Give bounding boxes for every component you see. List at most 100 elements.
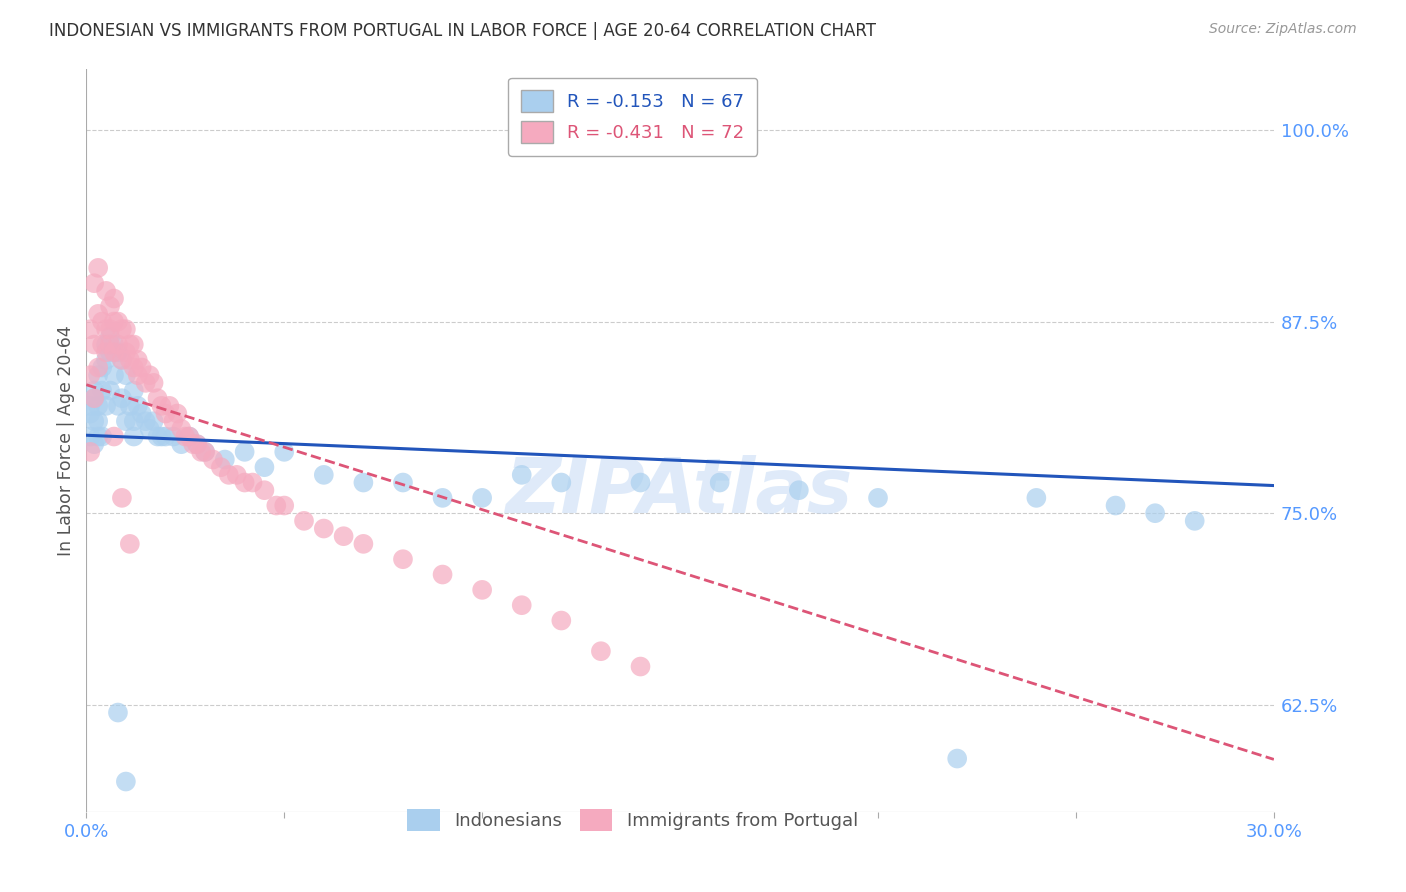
- Point: [179, 429, 201, 443]
- Point: [146, 391, 169, 405]
- Point: [432, 567, 454, 582]
- Point: [510, 598, 533, 612]
- Point: [179, 429, 201, 443]
- Point: [115, 322, 138, 336]
- Point: [194, 445, 217, 459]
- Point: [94, 322, 117, 336]
- Point: [332, 529, 354, 543]
- Point: [292, 514, 315, 528]
- Point: [98, 322, 121, 336]
- Point: [253, 460, 276, 475]
- Text: Source: ZipAtlas.com: Source: ZipAtlas.com: [1209, 22, 1357, 37]
- Point: [107, 399, 129, 413]
- Point: [87, 260, 110, 275]
- Point: [115, 368, 138, 383]
- Point: [352, 537, 374, 551]
- Point: [162, 429, 184, 443]
- Point: [118, 537, 141, 551]
- Point: [127, 399, 149, 413]
- Point: [127, 352, 149, 367]
- Point: [98, 384, 121, 398]
- Point: [352, 475, 374, 490]
- Point: [157, 399, 180, 413]
- Point: [787, 483, 810, 498]
- Point: [312, 467, 335, 482]
- Point: [118, 399, 141, 413]
- Point: [87, 414, 110, 428]
- Point: [225, 467, 247, 482]
- Point: [150, 429, 173, 443]
- Point: [218, 467, 240, 482]
- Point: [83, 391, 105, 405]
- Point: [166, 407, 188, 421]
- Point: [87, 429, 110, 443]
- Point: [79, 429, 101, 443]
- Point: [111, 322, 134, 336]
- Point: [111, 391, 134, 405]
- Point: [127, 368, 149, 383]
- Point: [107, 314, 129, 328]
- Point: [91, 337, 114, 351]
- Point: [103, 314, 125, 328]
- Point: [111, 491, 134, 505]
- Point: [107, 337, 129, 351]
- Point: [79, 368, 101, 383]
- Point: [273, 445, 295, 459]
- Point: [91, 429, 114, 443]
- Point: [186, 437, 208, 451]
- Point: [94, 345, 117, 359]
- Point: [79, 445, 101, 459]
- Point: [122, 360, 145, 375]
- Point: [122, 337, 145, 351]
- Point: [214, 452, 236, 467]
- Point: [131, 407, 153, 421]
- Point: [87, 307, 110, 321]
- Point: [233, 475, 256, 490]
- Point: [98, 330, 121, 344]
- Point: [155, 429, 177, 443]
- Point: [135, 414, 157, 428]
- Point: [392, 552, 415, 566]
- Point: [1104, 499, 1126, 513]
- Point: [94, 399, 117, 413]
- Point: [94, 284, 117, 298]
- Point: [103, 292, 125, 306]
- Point: [312, 522, 335, 536]
- Point: [589, 644, 612, 658]
- Point: [83, 437, 105, 451]
- Point: [266, 499, 288, 513]
- Point: [83, 276, 105, 290]
- Text: ZIPAtlas: ZIPAtlas: [506, 456, 853, 530]
- Point: [170, 422, 193, 436]
- Legend: Indonesians, Immigrants from Portugal: Indonesians, Immigrants from Portugal: [395, 797, 870, 844]
- Point: [242, 475, 264, 490]
- Point: [118, 352, 141, 367]
- Point: [87, 360, 110, 375]
- Point: [135, 376, 157, 390]
- Point: [233, 445, 256, 459]
- Point: [170, 437, 193, 451]
- Point: [155, 407, 177, 421]
- Point: [471, 582, 494, 597]
- Point: [181, 437, 204, 451]
- Point: [83, 391, 105, 405]
- Point: [392, 475, 415, 490]
- Point: [138, 422, 160, 436]
- Point: [131, 360, 153, 375]
- Y-axis label: In Labor Force | Age 20-64: In Labor Force | Age 20-64: [58, 325, 75, 556]
- Point: [946, 751, 969, 765]
- Point: [201, 452, 224, 467]
- Point: [432, 491, 454, 505]
- Point: [103, 337, 125, 351]
- Point: [630, 659, 652, 673]
- Point: [709, 475, 731, 490]
- Point: [138, 368, 160, 383]
- Point: [122, 414, 145, 428]
- Point: [107, 706, 129, 720]
- Point: [98, 345, 121, 359]
- Point: [866, 491, 889, 505]
- Text: INDONESIAN VS IMMIGRANTS FROM PORTUGAL IN LABOR FORCE | AGE 20-64 CORRELATION CH: INDONESIAN VS IMMIGRANTS FROM PORTUGAL I…: [49, 22, 876, 40]
- Point: [150, 399, 173, 413]
- Point: [111, 352, 134, 367]
- Point: [190, 445, 212, 459]
